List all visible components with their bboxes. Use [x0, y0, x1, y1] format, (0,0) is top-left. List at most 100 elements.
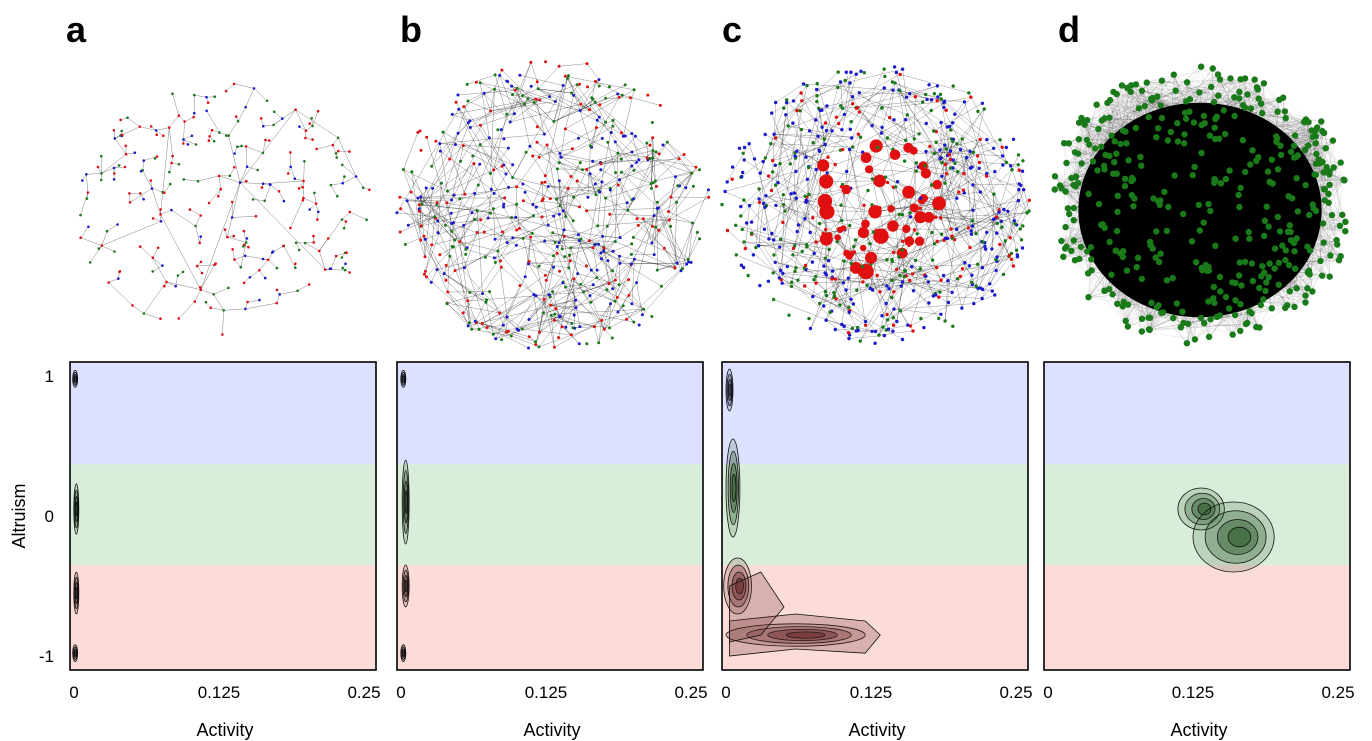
network-node	[778, 162, 782, 166]
network-node	[926, 280, 930, 284]
network-node	[1013, 222, 1017, 226]
network-node	[607, 282, 611, 286]
network-node	[983, 247, 988, 251]
network-node	[746, 273, 750, 278]
network-node	[1058, 237, 1065, 245]
network-node	[212, 293, 215, 296]
network-node	[1104, 99, 1111, 107]
network-node	[205, 95, 208, 99]
network-node	[1106, 238, 1113, 246]
network-node	[1021, 159, 1025, 163]
network-node	[632, 197, 636, 201]
network-node	[436, 231, 440, 235]
network-node	[523, 275, 527, 279]
network-node	[882, 333, 887, 338]
network-node	[1271, 265, 1278, 272]
network-node	[475, 231, 479, 234]
network-node	[1164, 137, 1172, 144]
band-neutral	[397, 464, 703, 565]
network-node	[873, 341, 877, 345]
network-node	[852, 244, 856, 249]
network-node	[563, 127, 567, 131]
network-node	[409, 190, 413, 194]
network-node	[570, 91, 574, 95]
network-node	[725, 180, 729, 184]
network-node	[909, 203, 919, 213]
network-node	[1196, 227, 1204, 234]
network-node	[1109, 291, 1116, 298]
network-node	[894, 70, 899, 75]
network-node	[1294, 208, 1302, 215]
network-node	[466, 99, 470, 103]
network-node	[849, 70, 853, 74]
network-node	[649, 182, 653, 186]
network-node	[247, 245, 250, 249]
network-node	[567, 74, 570, 78]
network-node	[793, 269, 797, 273]
network-node	[264, 138, 267, 142]
network-node	[616, 92, 620, 96]
network-node	[1302, 299, 1309, 306]
network-node	[1255, 154, 1262, 161]
network-node	[1221, 130, 1229, 138]
network-node	[468, 119, 472, 123]
network-node	[1155, 302, 1162, 309]
network-node	[876, 145, 880, 150]
network-node	[892, 307, 896, 311]
network-node	[817, 149, 822, 153]
network-node	[515, 185, 519, 189]
network-node	[265, 99, 269, 103]
network-node	[117, 164, 121, 167]
network-node	[151, 217, 155, 220]
network-node	[795, 108, 799, 113]
network-node	[881, 228, 886, 232]
network-node	[529, 84, 533, 88]
network-node	[1274, 166, 1282, 173]
network-node	[204, 300, 208, 304]
network-node	[1211, 299, 1218, 307]
network-node	[971, 183, 975, 187]
network-node	[1210, 283, 1218, 291]
network-node	[258, 268, 261, 272]
network-node	[251, 198, 255, 201]
network-node	[1248, 310, 1255, 317]
network-node	[293, 177, 297, 180]
network-node	[908, 278, 912, 283]
network-node	[511, 236, 515, 240]
network-node	[1312, 207, 1320, 215]
network-node	[1309, 288, 1316, 295]
network-node	[569, 175, 573, 178]
network-node	[466, 324, 470, 328]
network-node	[171, 154, 174, 158]
network-node	[1227, 75, 1234, 82]
network-node	[301, 185, 304, 189]
network-node	[970, 280, 974, 285]
network-node	[435, 201, 439, 205]
network-node	[1127, 88, 1134, 96]
network-node	[1152, 254, 1159, 261]
network-node	[557, 179, 561, 183]
network-node	[887, 220, 899, 232]
network-node	[1317, 257, 1324, 265]
network-node	[334, 152, 338, 155]
network-node	[1119, 253, 1127, 261]
network-node	[865, 165, 874, 174]
density-contours	[72, 369, 80, 662]
network-node	[1237, 301, 1244, 308]
network-node	[623, 134, 627, 138]
network-node	[823, 290, 828, 294]
network-node	[1236, 259, 1243, 266]
network-node	[958, 274, 963, 279]
network-node	[422, 272, 426, 276]
network-node	[990, 247, 994, 251]
network-node	[593, 182, 597, 186]
network-node	[1088, 267, 1095, 274]
network-node	[473, 319, 477, 323]
network-node	[297, 187, 301, 190]
network-node	[530, 231, 534, 235]
network-node	[885, 284, 889, 288]
network-node	[445, 302, 449, 306]
network-node	[1336, 222, 1344, 229]
network-node	[1340, 176, 1348, 183]
